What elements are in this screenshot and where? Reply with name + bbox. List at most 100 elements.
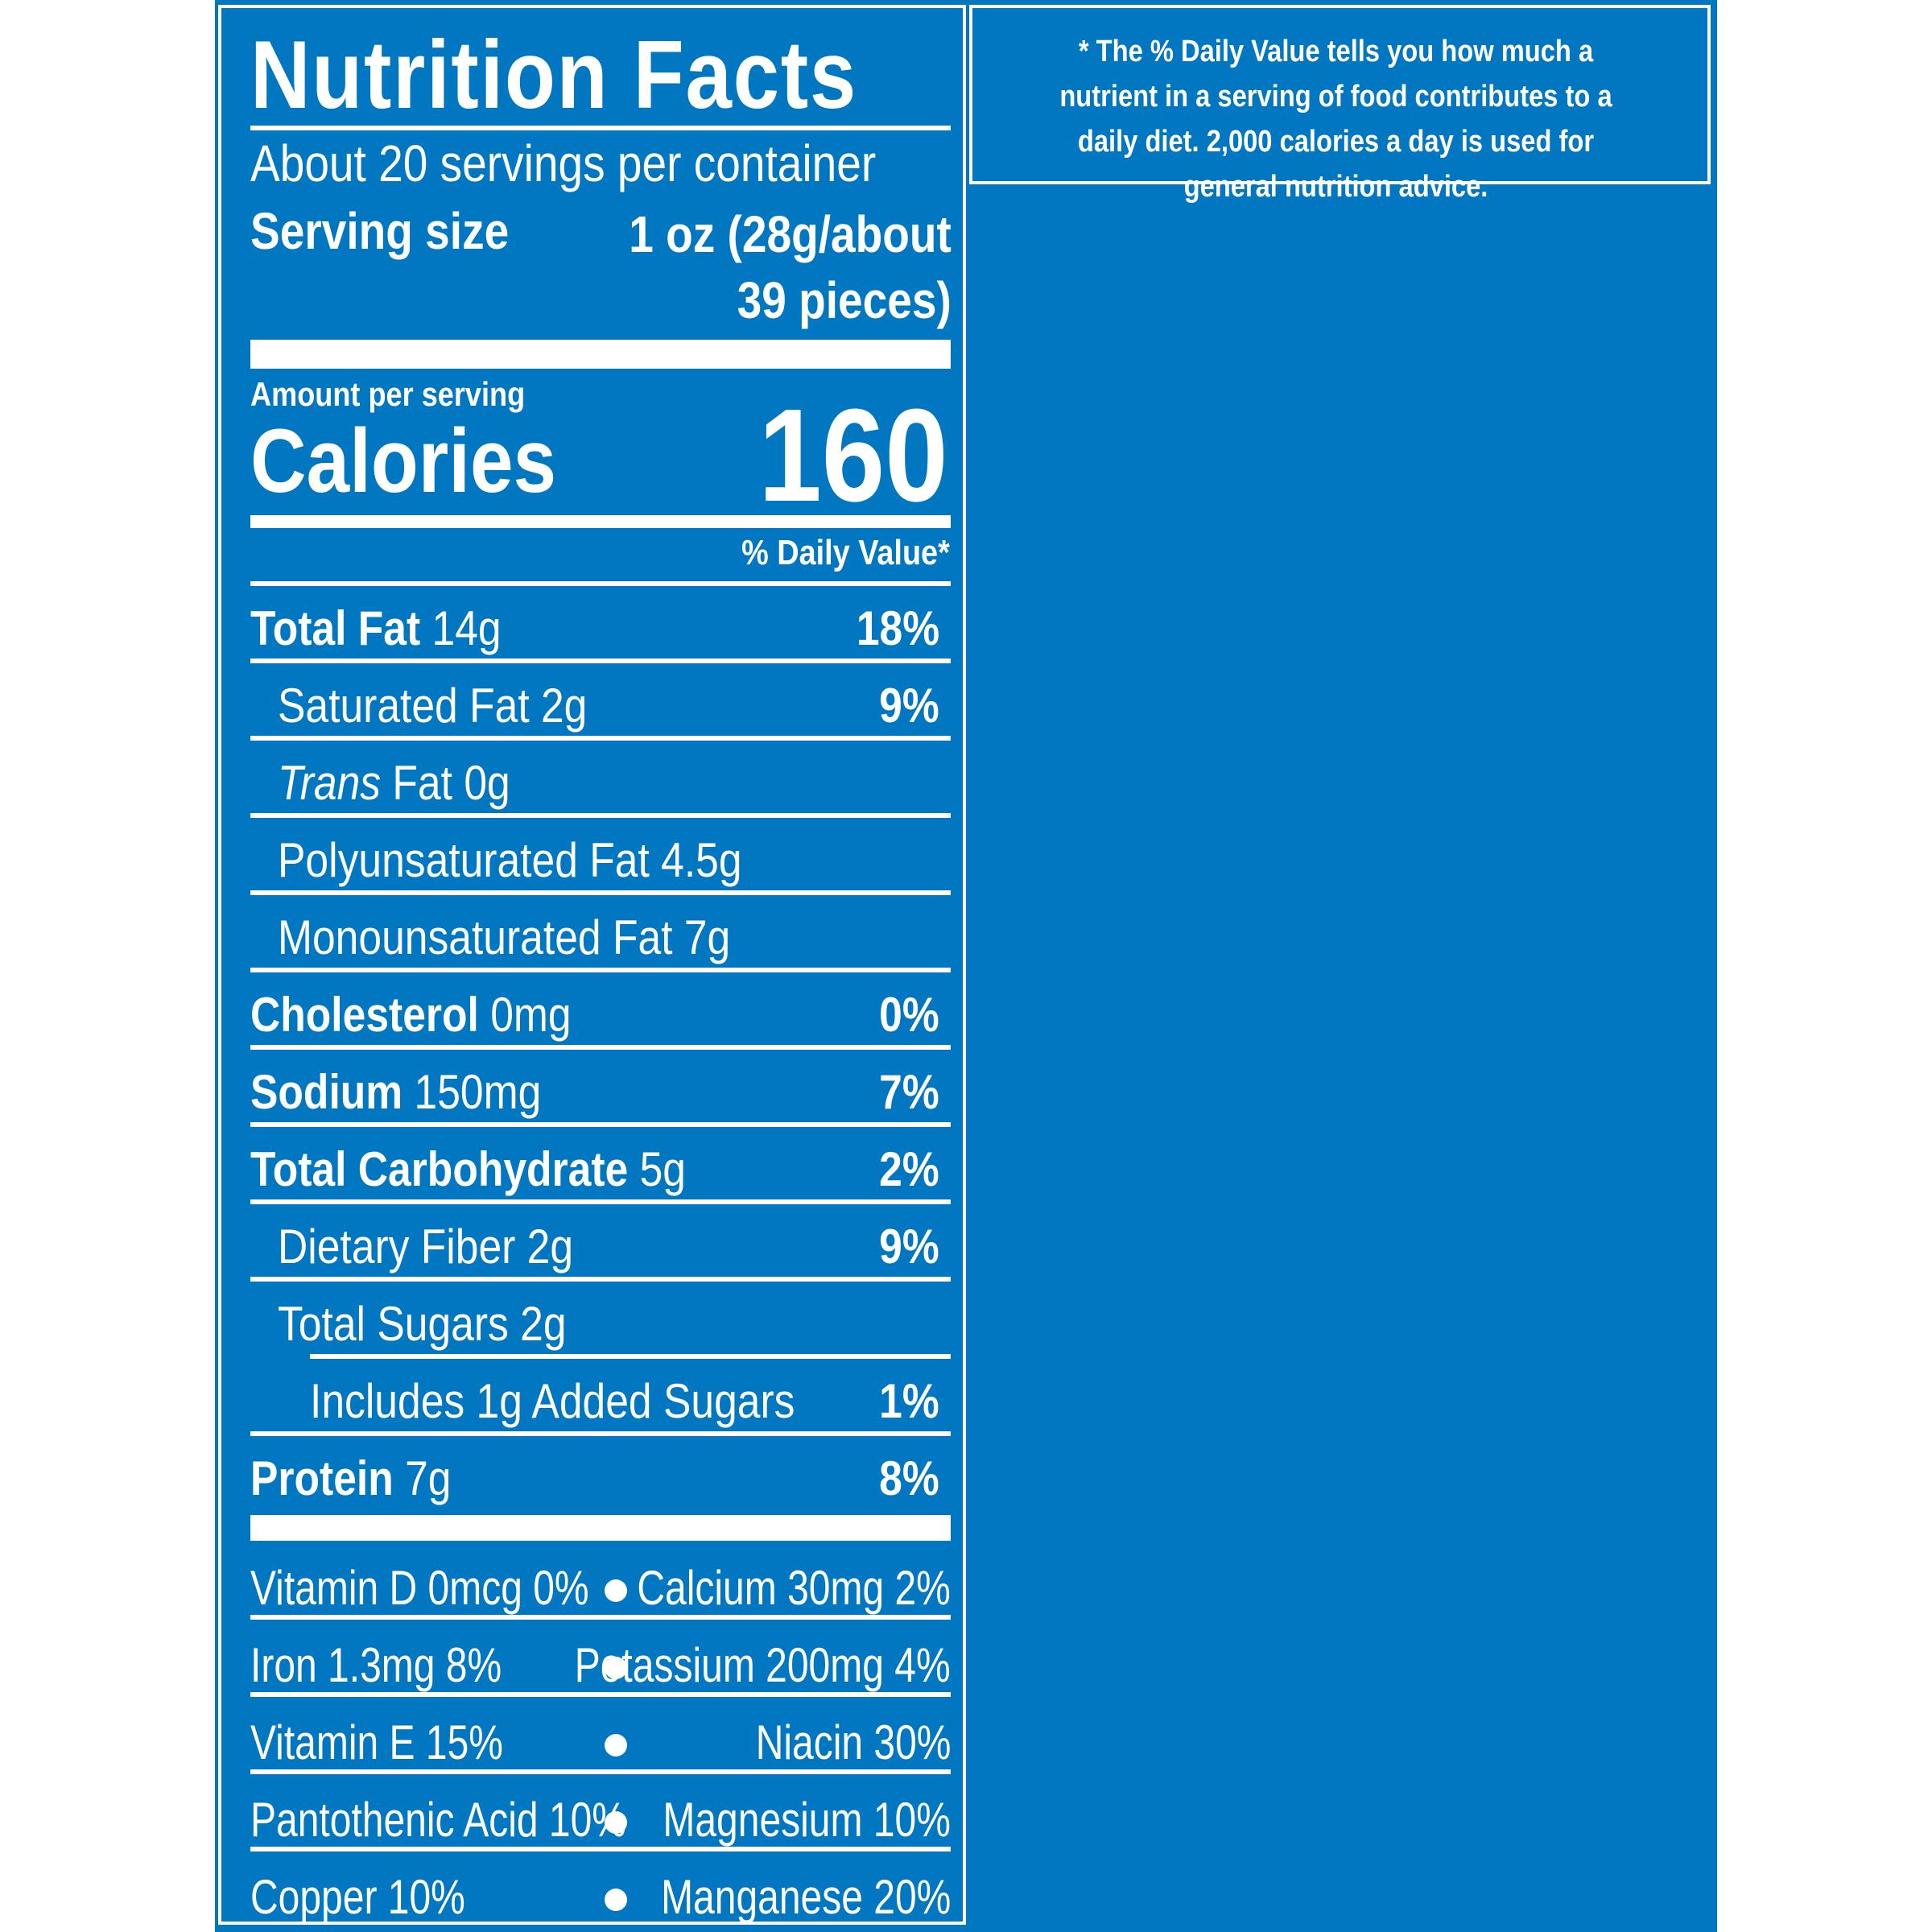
- divider: [250, 813, 951, 818]
- servings-per-container: About 20 servings per container: [250, 134, 877, 192]
- nutrient-amount: 5g: [639, 1142, 686, 1196]
- vitamin-row: Vitamin D 0mcg 0% Calcium 30mg 2%: [250, 1542, 951, 1616]
- nutrient-row: Total Sugars 2g: [250, 1285, 951, 1359]
- serving-size-value-line1: 1 oz (28g/about: [629, 205, 952, 263]
- nutrient-name: Protein 7g: [250, 1451, 452, 1506]
- daily-value-footnote: * The % Daily Value tells you how much a…: [1059, 35, 1612, 204]
- vitamin-row: Copper 10% Manganese 20%: [250, 1852, 951, 1926]
- thick-divider: [250, 340, 951, 369]
- nutrient-label: Total Carbohydrate: [250, 1142, 629, 1196]
- nutrient-label: Total Fat: [250, 601, 421, 655]
- nutrient-name: Total Fat 14g: [250, 601, 502, 656]
- nutrient-daily-value: 18%: [856, 601, 939, 655]
- nutrient-amount: 14g: [431, 601, 502, 655]
- nutrient-label: Dietary Fiber: [278, 1220, 516, 1274]
- nutrient-row: Polyunsaturated Fat 4.5g: [250, 821, 951, 895]
- vitamin-right: Niacin 30%: [755, 1715, 951, 1769]
- nutrient-amount: 0g: [464, 756, 510, 810]
- nutrient-label: Includes 1g Added Sugars: [310, 1374, 795, 1428]
- divider: [250, 658, 951, 663]
- nutrient-label: Sodium: [250, 1065, 403, 1119]
- nutrient-daily-value: 8%: [879, 1451, 939, 1505]
- nutrient-daily-value: 7%: [879, 1065, 939, 1119]
- vitamin-right: Magnesium 10%: [663, 1793, 951, 1847]
- medium-divider: [250, 515, 951, 528]
- nutrient-row: Includes 1g Added Sugars 1%: [250, 1362, 951, 1436]
- nutrient-daily-value: 1%: [879, 1374, 939, 1428]
- divider: [250, 890, 951, 895]
- divider: [250, 1615, 951, 1620]
- calories-value: 160: [758, 382, 948, 529]
- divider: [250, 968, 951, 972]
- divider: [250, 736, 951, 741]
- divider: [250, 1847, 951, 1852]
- nutrient-row: Protein 7g 8%: [250, 1439, 951, 1513]
- nutrient-row: Trans Fat 0g: [250, 744, 951, 818]
- nutrient-name: Trans Fat 0g: [278, 755, 510, 811]
- divider: [250, 1122, 951, 1127]
- vitamin-right: Manganese 20%: [660, 1870, 951, 1924]
- nutrient-row: Cholesterol 0mg 0%: [250, 976, 951, 1050]
- nutrient-label: Polyunsaturated Fat: [278, 833, 650, 887]
- vitamin-left: Vitamin D 0mcg 0%: [250, 1561, 589, 1615]
- nutrient-amount: 7g: [683, 910, 731, 964]
- nutrient-daily-value: 9%: [879, 1220, 939, 1274]
- bullet-icon: [605, 1657, 627, 1679]
- bullet-icon: [605, 1811, 627, 1834]
- vitamin-left: Copper 10%: [250, 1870, 465, 1924]
- vitamin-row: Pantothenic Acid 10% Magnesium 10%: [250, 1774, 951, 1848]
- divider: [310, 1354, 951, 1359]
- nutrient-name: Dietary Fiber 2g: [278, 1219, 573, 1274]
- vitamin-right: Calcium 30mg 2%: [637, 1561, 951, 1615]
- nutrient-name: Monounsaturated Fat 7g: [278, 910, 730, 965]
- nutrition-facts-title: Nutrition Facts: [250, 21, 857, 129]
- divider: [250, 1769, 951, 1774]
- vitamin-row: Vitamin E 15% Niacin 30%: [250, 1697, 951, 1771]
- daily-value-header: % Daily Value*: [741, 533, 950, 572]
- nutrient-name: Polyunsaturated Fat 4.5g: [278, 832, 742, 888]
- vitamin-left: Pantothenic Acid 10%: [250, 1793, 626, 1847]
- divider: [250, 1277, 951, 1282]
- nutrient-label: Protein: [250, 1451, 394, 1505]
- nutrient-name: Includes 1g Added Sugars: [310, 1373, 795, 1429]
- nutrient-label: Saturated Fat: [278, 679, 530, 733]
- bullet-icon: [605, 1889, 627, 1911]
- nutrient-label: Fat: [392, 756, 452, 810]
- nutrient-amount: 0mg: [490, 988, 572, 1042]
- label-background: [215, 0, 1717, 1932]
- nutrient-name: Sodium 150mg: [250, 1064, 541, 1120]
- serving-size-value: 1 oz (28g/about 39 pieces): [629, 201, 952, 333]
- vitamin-left: Vitamin E 15%: [250, 1715, 503, 1769]
- nutrient-daily-value: 0%: [879, 988, 939, 1042]
- serving-size-label: Serving size: [250, 202, 510, 260]
- nutrient-label: Monounsaturated Fat: [278, 910, 673, 964]
- divider: [250, 1692, 951, 1697]
- nutrient-daily-value: 2%: [879, 1142, 939, 1196]
- nutrient-row: Sodium 150mg 7%: [250, 1053, 951, 1127]
- nutrient-name: Total Sugars 2g: [278, 1296, 567, 1352]
- nutrient-row: Total Carbohydrate 5g 2%: [250, 1130, 951, 1204]
- divider: [250, 126, 951, 130]
- nutrient-amount: 2g: [520, 1297, 567, 1351]
- nutrition-facts-panel: Nutrition Facts About 20 servings per co…: [218, 5, 966, 1925]
- calories-label: Calories: [250, 411, 557, 511]
- nutrient-amount: 2g: [526, 1220, 574, 1274]
- divider: [250, 1431, 951, 1436]
- nutrient-amount: 150mg: [414, 1065, 542, 1119]
- nutrient-row: Total Fat 14g 18%: [250, 589, 951, 663]
- amount-per-serving: Amount per serving: [250, 375, 526, 413]
- vitamin-left: Iron 1.3mg 8%: [250, 1638, 502, 1692]
- thick-divider: [250, 1515, 951, 1541]
- nutrient-name: Total Carbohydrate 5g: [250, 1141, 686, 1197]
- divider: [250, 1045, 951, 1050]
- nutrient-row: Dietary Fiber 2g 9%: [250, 1208, 951, 1282]
- serving-size-value-line2: 39 pieces): [737, 271, 952, 329]
- divider: [250, 1199, 951, 1204]
- nutrient-row: Monounsaturated Fat 7g: [250, 898, 951, 972]
- nutrient-name: Cholesterol 0mg: [250, 987, 572, 1042]
- bullet-icon: [605, 1579, 627, 1602]
- nutrient-label: Cholesterol: [250, 988, 479, 1042]
- nutrient-amount: 2g: [540, 679, 588, 733]
- vitamin-right: Potassium 200mg 4%: [575, 1638, 951, 1692]
- nutrient-amount: 4.5g: [661, 833, 742, 887]
